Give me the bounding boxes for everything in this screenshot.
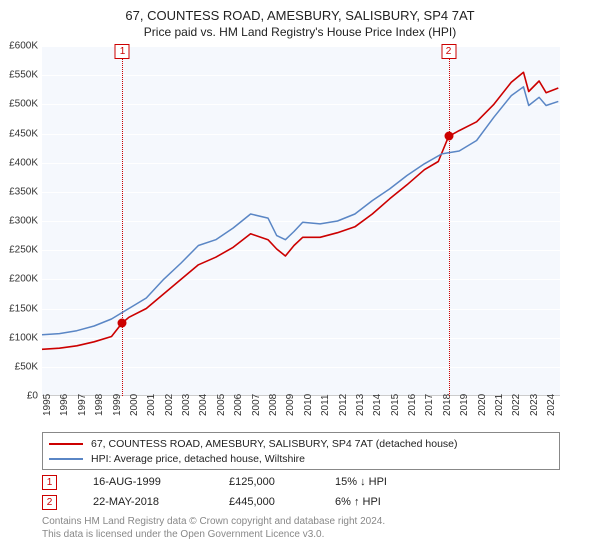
y-axis-tick-label: £450K (9, 128, 38, 139)
x-axis-tick-label: 2018 (442, 394, 453, 416)
chart-address-title: 67, COUNTESS ROAD, AMESBURY, SALISBURY, … (0, 8, 600, 23)
y-axis-tick-label: £0 (27, 391, 38, 402)
y-axis-tick-label: £400K (9, 157, 38, 168)
x-axis-tick-label: 2000 (129, 394, 140, 416)
x-axis-tick-label: 1995 (42, 394, 53, 416)
legend-box: 67, COUNTESS ROAD, AMESBURY, SALISBURY, … (42, 432, 560, 470)
chart-subtitle: Price paid vs. HM Land Registry's House … (0, 25, 600, 39)
transaction-row: 1 16-AUG-1999 £125,000 15% ↓ HPI (42, 472, 560, 492)
x-axis-tick-label: 2012 (338, 394, 349, 416)
transaction-price: £445,000 (229, 496, 299, 508)
y-axis-tick-label: £100K (9, 332, 38, 343)
y-axis-tick-label: £250K (9, 245, 38, 256)
y-axis-tick-label: £500K (9, 99, 38, 110)
title-block: 67, COUNTESS ROAD, AMESBURY, SALISBURY, … (0, 0, 600, 39)
transaction-price: £125,000 (229, 476, 299, 488)
x-axis-tick-label: 2006 (233, 394, 244, 416)
footer-attribution: Contains HM Land Registry data © Crown c… (42, 516, 560, 541)
x-axis-tick-label: 2021 (494, 394, 505, 416)
x-axis-tick-label: 2002 (164, 394, 175, 416)
x-axis-tick-label: 2013 (355, 394, 366, 416)
legend-row-property: 67, COUNTESS ROAD, AMESBURY, SALISBURY, … (49, 436, 553, 451)
footer-line-1: Contains HM Land Registry data © Crown c… (42, 516, 560, 529)
x-axis-tick-label: 1999 (112, 394, 123, 416)
transaction-table: 1 16-AUG-1999 £125,000 15% ↓ HPI 2 22-MA… (42, 472, 560, 512)
x-axis-tick-label: 2004 (198, 394, 209, 416)
transaction-row: 2 22-MAY-2018 £445,000 6% ↑ HPI (42, 492, 560, 512)
x-axis-tick-label: 2008 (268, 394, 279, 416)
x-axis-tick-label: 1998 (94, 394, 105, 416)
y-axis-tick-label: £50K (15, 361, 38, 372)
transaction-date: 16-AUG-1999 (93, 476, 193, 488)
chart-lines-svg (42, 46, 560, 396)
transaction-badge: 1 (42, 475, 57, 490)
transaction-badge: 2 (42, 495, 57, 510)
y-axis-tick-label: £600K (9, 41, 38, 52)
transaction-hpi-delta: 6% ↑ HPI (335, 496, 425, 508)
x-axis-tick-label: 2024 (546, 394, 557, 416)
y-axis-tick-label: £350K (9, 186, 38, 197)
series-line-hpi (42, 87, 558, 335)
x-axis-tick-label: 2014 (372, 394, 383, 416)
footer-line-2: This data is licensed under the Open Gov… (42, 529, 560, 542)
series-line-property (42, 72, 558, 349)
chart-plot-area: £0£50K£100K£150K£200K£250K£300K£350K£400… (42, 46, 560, 396)
x-axis-tick-label: 1997 (77, 394, 88, 416)
y-axis-tick-label: £150K (9, 303, 38, 314)
x-axis-tick-label: 1996 (59, 394, 70, 416)
transaction-date: 22-MAY-2018 (93, 496, 193, 508)
y-axis-tick-label: £200K (9, 274, 38, 285)
legend-swatch-hpi (49, 458, 83, 460)
x-axis-tick-label: 2017 (424, 394, 435, 416)
x-axis-tick-label: 2015 (390, 394, 401, 416)
y-axis-tick-label: £300K (9, 216, 38, 227)
legend-row-hpi: HPI: Average price, detached house, Wilt… (49, 451, 553, 466)
x-axis-tick-label: 2016 (407, 394, 418, 416)
x-axis-tick-label: 2001 (146, 394, 157, 416)
x-axis-tick-label: 2005 (216, 394, 227, 416)
x-axis-tick-label: 2010 (303, 394, 314, 416)
transaction-hpi-delta: 15% ↓ HPI (335, 476, 425, 488)
chart-container: 67, COUNTESS ROAD, AMESBURY, SALISBURY, … (0, 0, 600, 560)
legend-swatch-property (49, 443, 83, 445)
x-axis-tick-label: 2003 (181, 394, 192, 416)
legend-label-property: 67, COUNTESS ROAD, AMESBURY, SALISBURY, … (91, 438, 458, 450)
legend-label-hpi: HPI: Average price, detached house, Wilt… (91, 453, 305, 465)
x-axis-tick-label: 2007 (251, 394, 262, 416)
x-axis-tick-label: 2009 (285, 394, 296, 416)
x-axis-tick-label: 2019 (459, 394, 470, 416)
x-axis-tick-label: 2023 (529, 394, 540, 416)
y-axis-tick-label: £550K (9, 70, 38, 81)
x-axis-tick-label: 2011 (320, 394, 331, 416)
x-axis-tick-label: 2022 (511, 394, 522, 416)
x-axis-tick-label: 2020 (477, 394, 488, 416)
